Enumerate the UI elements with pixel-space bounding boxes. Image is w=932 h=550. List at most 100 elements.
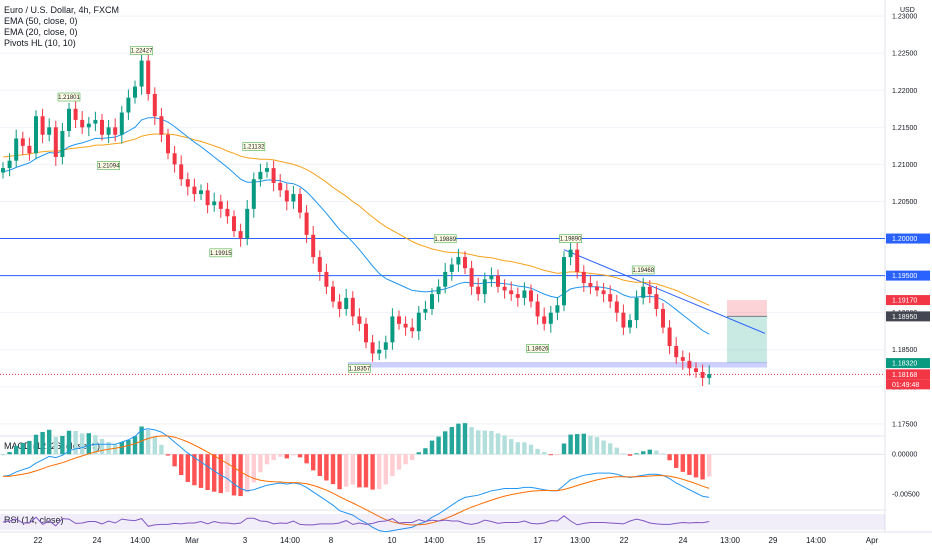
macd-histogram-bar [80, 433, 85, 455]
price-tag: 1.18320 [886, 358, 930, 369]
macd-histogram-bar [528, 444, 534, 455]
price-tag-box [886, 270, 930, 281]
time-tick-label: 14:00 [280, 536, 301, 545]
candle-body [27, 145, 32, 154]
macd-histogram-bar [396, 454, 402, 470]
candle [456, 248, 461, 272]
candle [271, 160, 276, 192]
macd-histogram-bar [370, 454, 375, 490]
macd-histogram-bar [548, 454, 553, 456]
time-tick-label: 3 [243, 536, 248, 545]
pivot-label: 1.21094 [98, 163, 120, 169]
candle [568, 242, 573, 266]
ema50-series [2, 133, 710, 306]
macd-histogram-bar [238, 454, 243, 497]
candle-body [489, 275, 494, 280]
candle [265, 162, 269, 178]
macd-histogram-bar [588, 435, 593, 455]
candle-body [146, 60, 151, 94]
candle-body [344, 297, 349, 309]
candle [443, 263, 448, 294]
pivots-legend[interactable]: Pivots HL (10, 10) [4, 38, 76, 48]
price-tag-box [886, 358, 930, 369]
candle [581, 265, 586, 292]
candle [588, 274, 593, 295]
pivot-label: 1.19915 [210, 251, 232, 257]
price-tick-label: 1.20500 [892, 199, 917, 206]
candle-body [53, 127, 58, 157]
candle [654, 285, 659, 317]
pivot-marker: 1.18357 [348, 364, 371, 373]
pivot-label: 1.18626 [527, 346, 549, 352]
macd-histogram-bar [165, 454, 171, 456]
candle [707, 365, 712, 385]
macd-histogram-bar [271, 454, 276, 461]
candle [529, 284, 533, 308]
candle-body [258, 171, 263, 180]
ema50-legend[interactable]: EMA (50, close, 0) [4, 16, 78, 26]
candle [634, 290, 639, 329]
candle-body [159, 116, 164, 135]
time-tick-label: Apr [866, 536, 879, 545]
candle [377, 340, 382, 361]
macd-legend[interactable]: MACD (12, 26, close, 9) [4, 441, 101, 451]
macd-histogram-bar [350, 454, 355, 485]
trend-line [563, 249, 766, 334]
macd-histogram-bar [581, 433, 586, 455]
candle-body [284, 190, 289, 202]
candle [199, 184, 203, 200]
candle-body [199, 190, 203, 195]
candle-body [337, 301, 342, 309]
macd-histogram-bar [324, 454, 329, 481]
candle-body [535, 301, 540, 317]
time-tick-label: 13:00 [570, 536, 591, 545]
price-tag-box [886, 311, 930, 322]
macd-histogram-bar [218, 454, 223, 494]
candle-body [595, 286, 599, 291]
candle-body [430, 294, 434, 309]
candle-body [172, 153, 177, 165]
macd-histogram-bar [535, 448, 540, 455]
candle-body [436, 286, 441, 295]
macd-histogram-bar [284, 454, 289, 459]
pivot-marker: 1.21094 [97, 161, 120, 170]
rsi-legend[interactable]: RSI (14, close) [4, 515, 64, 526]
price-tick-label: 1.21500 [892, 125, 917, 132]
macd-histogram-bar [410, 454, 415, 461]
candle-body [218, 201, 223, 209]
candle [192, 178, 197, 202]
candle [1, 162, 5, 179]
macd-histogram-bar [429, 440, 435, 455]
candle [647, 280, 652, 304]
candle [562, 251, 566, 312]
macd-histogram-bar [707, 454, 712, 477]
rsi-pane [0, 514, 885, 530]
candle-body [661, 308, 665, 328]
macd-histogram-bar [185, 454, 190, 482]
candle-body [126, 97, 131, 113]
macd-histogram-bar [258, 454, 263, 473]
macd-histogram-bar [575, 434, 580, 455]
ema20-legend[interactable]: EMA (20, close, 0) [4, 27, 78, 37]
candle-body [463, 257, 467, 269]
macd-histogram-bar [654, 450, 659, 455]
candle-body [185, 179, 190, 187]
candle [324, 263, 329, 295]
macd-histogram-bar [139, 426, 144, 455]
candle [430, 288, 434, 315]
candle-body [555, 305, 560, 313]
macd-histogram-bar [14, 445, 19, 455]
candle [410, 318, 415, 338]
macd-histogram-bar [291, 454, 296, 456]
macd-histogram-bar [449, 427, 454, 455]
candle [20, 131, 25, 155]
candle [489, 267, 494, 287]
candle [555, 297, 560, 321]
candle-body [469, 268, 474, 287]
macd-histogram-bar [594, 437, 600, 455]
candle [502, 279, 507, 299]
candle [73, 101, 78, 129]
candle-body [621, 312, 626, 328]
candle [146, 51, 151, 101]
